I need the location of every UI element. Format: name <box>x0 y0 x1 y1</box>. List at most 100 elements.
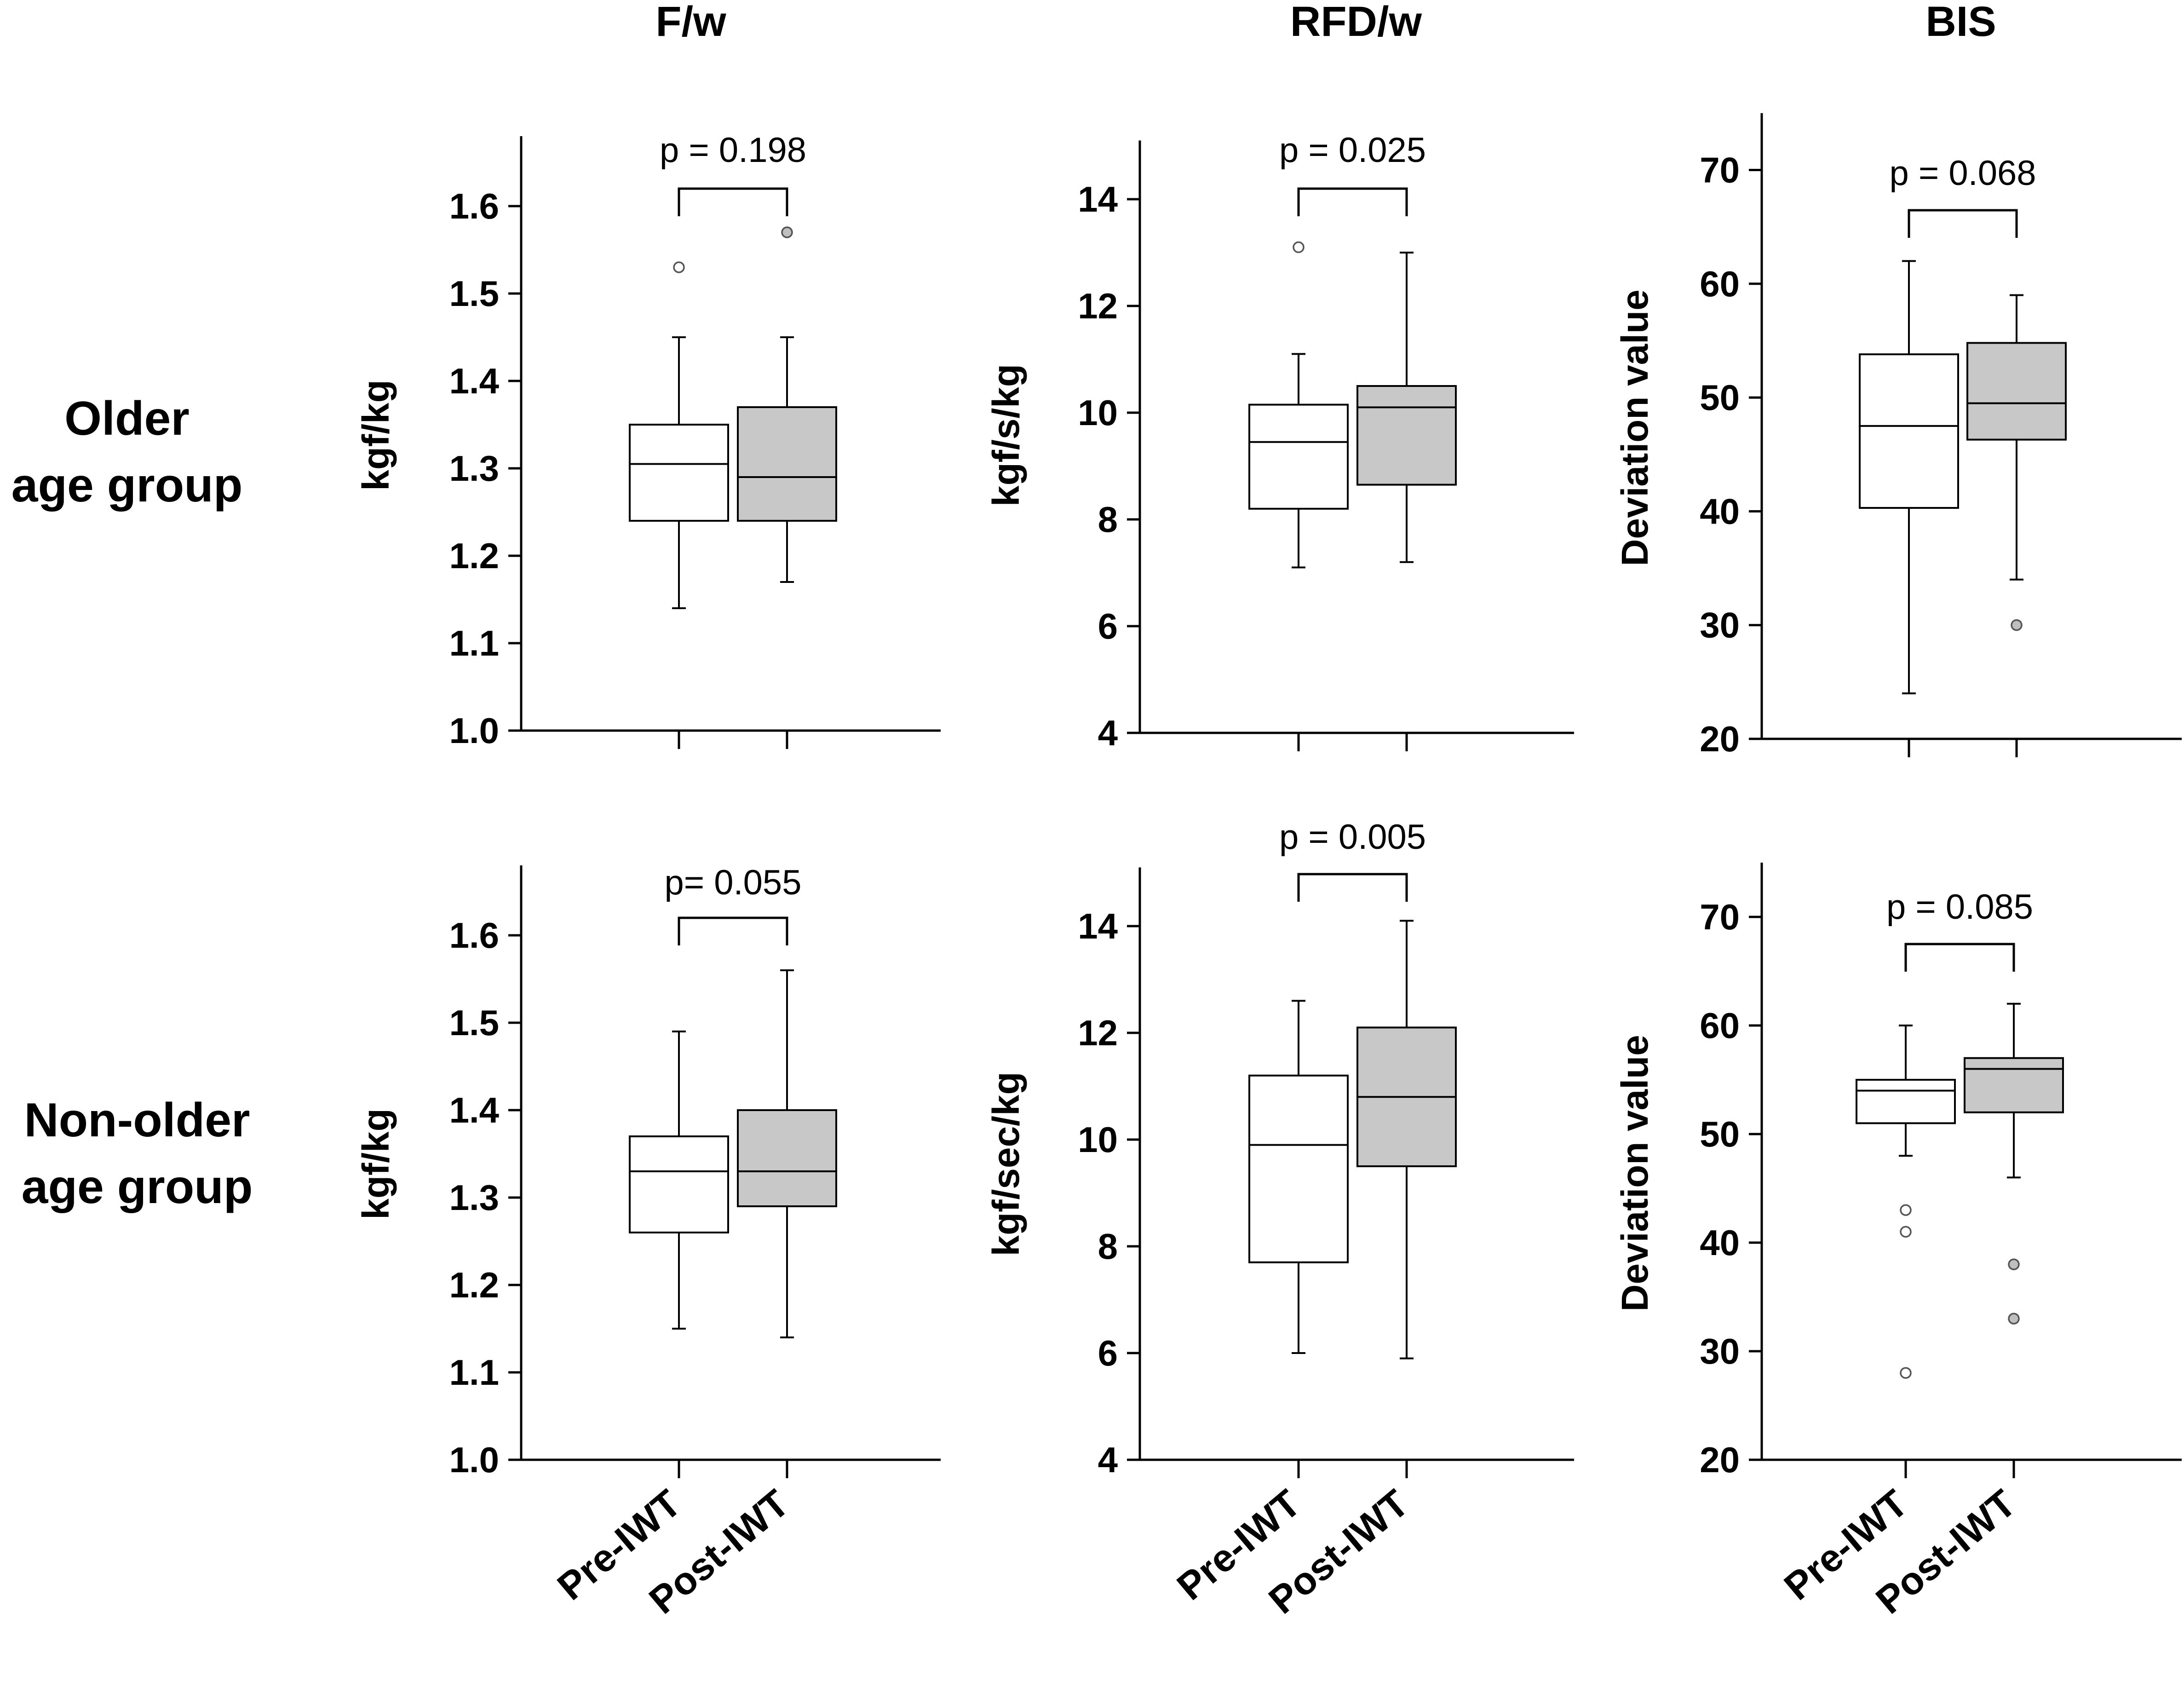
y-tick-label: 60 <box>1700 264 1740 304</box>
outlier-point <box>1900 1367 1912 1379</box>
y-tick-label: 4 <box>1098 713 1118 753</box>
box-pre-iwt <box>1248 1000 1349 1354</box>
box-post-iwt <box>1356 920 1457 1359</box>
y-tick-label: 6 <box>1098 1333 1118 1373</box>
y-tick-label: 8 <box>1098 1226 1118 1267</box>
significance-bracket <box>1904 943 2015 972</box>
row-label-nonolder-line2: age group <box>22 1160 253 1214</box>
y-tick-label: 1.5 <box>449 1002 499 1043</box>
significance-bracket <box>678 187 788 216</box>
box-iqr <box>1966 342 2067 441</box>
box-iqr <box>1859 353 1959 509</box>
column-title-rfd: RFD/w <box>1290 0 1422 45</box>
outlier-point <box>1293 241 1305 253</box>
row-labels: Older age group Non-older age group <box>11 392 253 1214</box>
y-tick-label: 1.6 <box>449 915 499 956</box>
chart-panel-rfd-older: 4 6 8 10 12 14 kgf/s/kg p = 0.025 <box>985 131 1574 753</box>
significance-bracket <box>678 916 788 945</box>
box-iqr <box>629 1135 729 1233</box>
y-tick-label: 1.5 <box>449 273 499 314</box>
box-iqr <box>629 424 729 522</box>
y-tick-label: 8 <box>1098 499 1118 540</box>
p-value-label: p= 0.055 <box>665 863 802 902</box>
y-tick-label: 6 <box>1098 606 1118 646</box>
outlier-point <box>1900 1226 1912 1238</box>
y-axis-label: kgf/s/kg <box>985 364 1027 507</box>
y-tick-label: 30 <box>1700 605 1740 645</box>
significance-bracket <box>1297 873 1408 902</box>
y-tick-label: 1.1 <box>449 1352 499 1393</box>
box-pre-iwt <box>1856 1025 1956 1379</box>
y-tick-label: 1.0 <box>449 710 499 751</box>
box-iqr <box>1356 385 1457 486</box>
y-axis-label: Deviation value <box>1614 289 1656 566</box>
y-tick-label: 10 <box>1078 392 1118 433</box>
box-pre-iwt <box>1248 241 1349 569</box>
row-label-older-line2: age group <box>11 459 243 512</box>
y-tick-label: 70 <box>1700 897 1740 937</box>
p-value-label: p = 0.025 <box>1279 131 1426 170</box>
box-post-iwt <box>1356 252 1457 563</box>
significance-bracket <box>1908 209 2018 238</box>
y-tick-label: 1.2 <box>449 536 499 576</box>
y-axis-label: kgf/sec/kg <box>985 1071 1027 1256</box>
outlier-point <box>1900 1204 1912 1216</box>
box-pre-iwt <box>629 261 729 609</box>
y-tick-label: 1.6 <box>449 186 499 226</box>
chart-panel-fw-nonolder: 1.01.11.21.31.41.51.6kgf/kgPre-IWTPost-I… <box>355 863 941 1622</box>
box-iqr <box>737 1109 837 1207</box>
column-titles: F/w RFD/w BIS <box>655 0 1996 45</box>
y-tick-label: 20 <box>1700 1440 1740 1480</box>
box-post-iwt <box>737 226 837 583</box>
outlier-point <box>2008 1313 2020 1325</box>
outlier-point <box>2011 619 2023 631</box>
y-tick-label: 1.3 <box>449 448 499 489</box>
y-tick-label: 50 <box>1700 377 1740 418</box>
box-iqr <box>1856 1079 1956 1124</box>
box-iqr <box>737 406 837 522</box>
y-tick-label: 60 <box>1700 1005 1740 1046</box>
box-iqr <box>1964 1057 2064 1113</box>
column-title-fw: F/w <box>655 0 726 45</box>
y-tick-label: 70 <box>1700 150 1740 190</box>
y-tick-label: 1.2 <box>449 1265 499 1305</box>
y-tick-label: 30 <box>1700 1331 1740 1371</box>
p-value-label: p = 0.085 <box>1886 887 2033 927</box>
box-post-iwt <box>1964 1002 2064 1325</box>
p-value-label: p = 0.005 <box>1279 818 1426 857</box>
outlier-point <box>781 226 793 238</box>
box-post-iwt <box>737 969 837 1338</box>
y-tick-label: 1.1 <box>449 623 499 663</box>
outlier-point <box>673 261 685 273</box>
box-plot-panels: 1.0 1.1 1.2 1.3 1.4 1.5 1.6 kgf/kg p = 0.198 4 6 8 1… <box>355 113 2182 1622</box>
p-value-label: p = 0.198 <box>660 131 806 170</box>
column-title-bis: BIS <box>1925 0 1996 45</box>
y-axis-label: kgf/kg <box>355 1108 397 1219</box>
y-tick-label: 40 <box>1700 491 1740 531</box>
box-pre-iwt <box>629 1031 729 1330</box>
y-tick-label: 1.4 <box>449 1090 499 1130</box>
chart-panel-bis-older: 20 30 40 50 60 70 Deviation value p = 0.068 <box>1614 113 2182 759</box>
y-tick-label: 1.0 <box>449 1440 499 1480</box>
y-tick-label: 40 <box>1700 1222 1740 1263</box>
box-iqr <box>1248 403 1349 510</box>
row-label-older-line1: Older <box>64 392 190 445</box>
box-iqr <box>1248 1074 1349 1263</box>
y-tick-label: 14 <box>1078 179 1118 219</box>
row-label-nonolder-line1: Non-older <box>24 1094 250 1147</box>
y-tick-label: 1.3 <box>449 1177 499 1218</box>
y-tick-label: 20 <box>1700 719 1740 759</box>
y-tick-label: 1.4 <box>449 361 499 401</box>
y-tick-label: 12 <box>1078 286 1118 326</box>
chart-panel-fw-older: 1.0 1.1 1.2 1.3 1.4 1.5 1.6 kgf/kg p = 0.198 <box>355 131 941 751</box>
box-post-iwt <box>1966 294 2067 631</box>
y-tick-label: 14 <box>1078 906 1118 946</box>
y-tick-label: 10 <box>1078 1119 1118 1160</box>
p-value-label: p = 0.068 <box>1889 154 2036 193</box>
outlier-point <box>2008 1258 2020 1270</box>
significance-bracket <box>1297 187 1408 216</box>
y-tick-label: 12 <box>1078 1013 1118 1053</box>
